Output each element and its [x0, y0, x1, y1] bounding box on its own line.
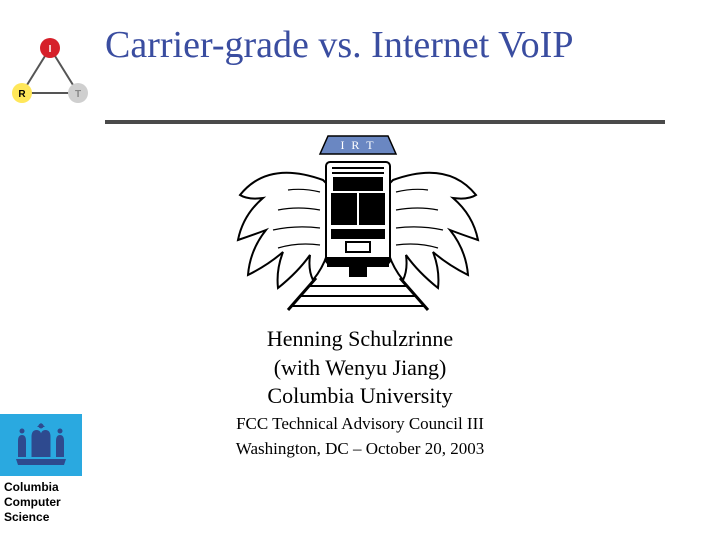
- columbia-line2: Computer: [4, 495, 80, 510]
- title-divider: [105, 120, 665, 124]
- columbia-line3: Science: [4, 510, 80, 525]
- columbia-block: Columbia Computer Science: [0, 414, 82, 525]
- author-event: FCC Technical Advisory Council III: [0, 413, 720, 436]
- author-location-date: Washington, DC – October 20, 2003: [0, 438, 720, 461]
- svg-text:R: R: [18, 89, 26, 100]
- columbia-crown-box: [0, 414, 82, 476]
- author-block: Henning Schulzrinne (with Wenyu Jiang) C…: [0, 325, 720, 461]
- author-affiliation: Columbia University: [0, 382, 720, 411]
- author-with: (with Wenyu Jiang): [0, 354, 720, 383]
- columbia-text: Columbia Computer Science: [0, 476, 82, 525]
- svg-text:I: I: [49, 44, 52, 55]
- irt-triangle-logo: I R T: [8, 38, 92, 113]
- emblem-banner-text: I R T: [340, 138, 375, 152]
- columbia-line1: Columbia: [4, 480, 80, 495]
- irt-emblem: I R T: [228, 130, 488, 320]
- crown-icon: [10, 423, 72, 467]
- svg-text:T: T: [75, 89, 81, 100]
- author-name: Henning Schulzrinne: [0, 325, 720, 354]
- slide-title: Carrier-grade vs. Internet VoIP: [105, 24, 573, 68]
